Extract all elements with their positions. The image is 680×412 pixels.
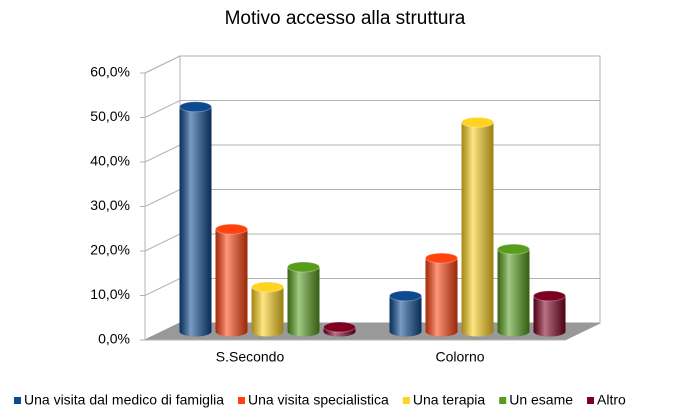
bar-shade: [215, 229, 248, 337]
legend-swatch: [499, 397, 507, 404]
y-tick-label: 60,0%: [90, 64, 130, 80]
y-tick-label: 40,0%: [90, 153, 130, 169]
legend-label: Un esame: [509, 392, 573, 408]
bar-cap: [497, 243, 530, 255]
x-tick-label: Colorno: [435, 349, 484, 365]
bar-cap: [287, 261, 320, 273]
legend-swatch: [402, 397, 410, 404]
legend-label: Una visita dal medico di famiglia: [24, 392, 224, 408]
bar-shade: [461, 122, 494, 337]
bar-cap: [323, 321, 356, 333]
legend-swatch: [14, 397, 21, 404]
bar-shade: [287, 266, 320, 337]
legend-label: Altro: [597, 392, 626, 408]
chart-title: Motivo accesso alla struttura: [225, 8, 466, 29]
bar-shade: [389, 295, 422, 337]
bar-cap: [425, 252, 458, 264]
bar-shade: [497, 249, 530, 337]
bar-cap: [251, 281, 284, 293]
grid-line: [144, 55, 600, 74]
legend-swatch: [237, 397, 245, 404]
floor: [144, 322, 601, 341]
bar-shade: [533, 295, 566, 337]
legend-swatch: [587, 397, 595, 404]
y-tick-label: 20,0%: [90, 242, 130, 258]
bar-shade: [251, 287, 284, 337]
grid-line: [144, 100, 600, 118]
legend-label: Una visita specialistica: [248, 392, 389, 408]
bar-cap: [461, 116, 494, 128]
bar-cap: [389, 290, 422, 302]
bar-cap: [179, 101, 212, 113]
x-tick-label: S.Secondo: [216, 349, 285, 365]
bar-shade: [179, 106, 212, 337]
y-tick-label: 50,0%: [90, 108, 130, 124]
y-tick-label: 30,0%: [90, 197, 130, 213]
bar-shade: [425, 258, 458, 337]
bar-cap: [533, 290, 566, 302]
y-tick-label: 10,0%: [90, 286, 130, 302]
legend-label: Una terapia: [413, 392, 486, 408]
y-tick-label: 0,0%: [98, 331, 130, 347]
bar-cap: [215, 223, 248, 235]
